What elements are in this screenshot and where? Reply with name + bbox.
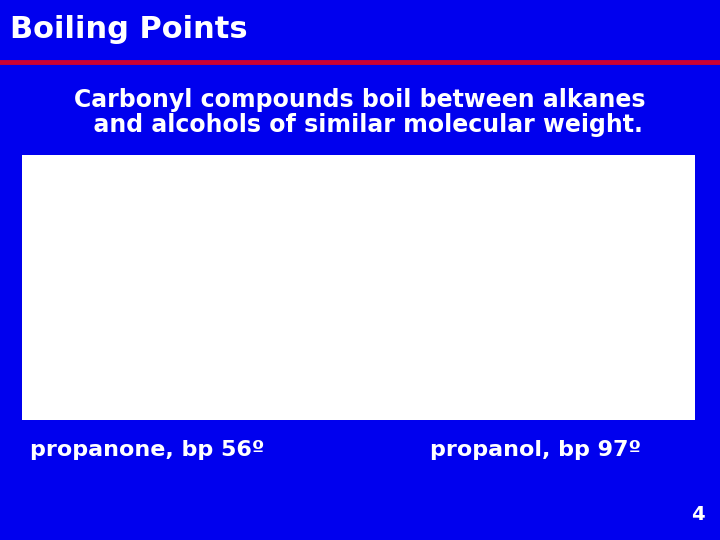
Text: and alcohols of similar molecular weight.: and alcohols of similar molecular weight… [77, 113, 643, 137]
Text: Carbonyl compounds boil between alkanes: Carbonyl compounds boil between alkanes [74, 88, 646, 112]
Bar [0, 0, 720, 60]
Text: Boiling Points: Boiling Points [10, 16, 248, 44]
Bar [22, 155, 695, 420]
Text: propanol, bp 97º: propanol, bp 97º [430, 440, 641, 460]
Text: 4: 4 [691, 505, 705, 524]
Text: propanone, bp 56º: propanone, bp 56º [30, 440, 264, 460]
